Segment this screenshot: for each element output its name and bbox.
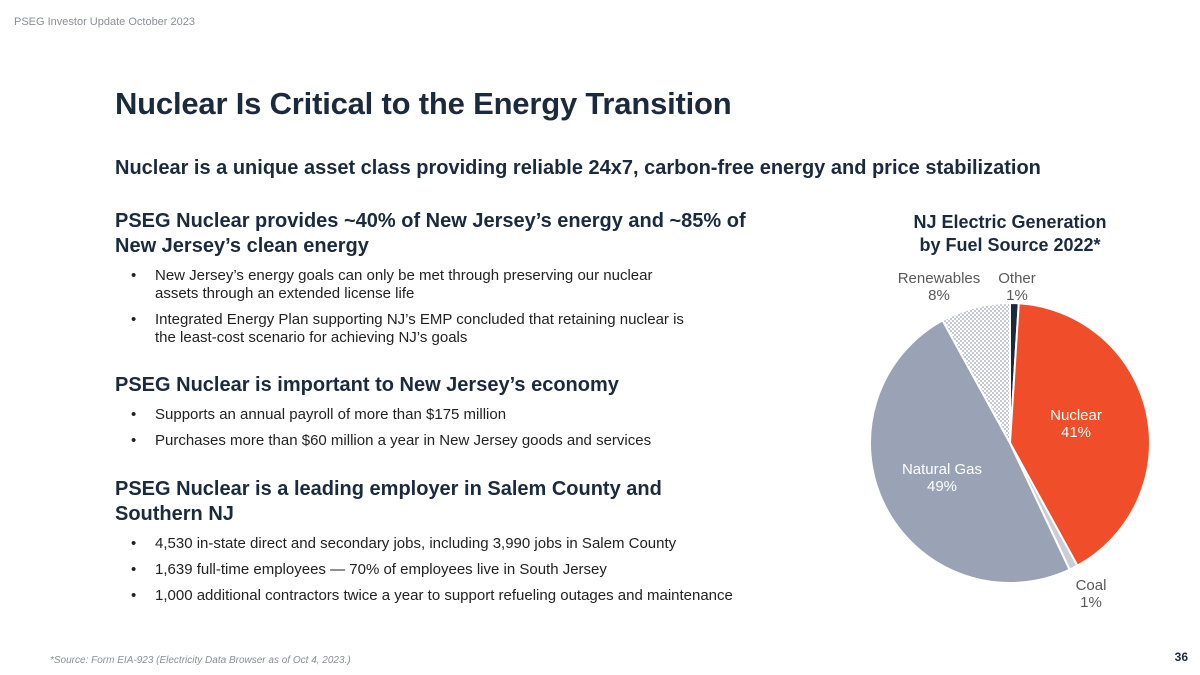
bullet-item: Supports an annual payroll of more than … xyxy=(115,406,755,424)
page-subtitle: Nuclear is a unique asset class providin… xyxy=(115,157,1041,179)
chart-title: NJ Electric Generation by Fuel Source 20… xyxy=(850,211,1170,257)
section-heading: PSEG Nuclear is important to New Jersey’… xyxy=(115,374,619,396)
slice-label: Coal xyxy=(1076,577,1107,594)
bullet-item: 4,530 in-state direct and secondary jobs… xyxy=(115,535,755,553)
section-economy: PSEG Nuclear is important to New Jersey’… xyxy=(115,373,755,458)
slice-label: Other xyxy=(998,270,1036,287)
slice-value-label: 8% xyxy=(928,287,950,304)
slice-label: Nuclear xyxy=(1050,407,1102,424)
slice-label: Natural Gas xyxy=(902,461,982,478)
bullet-item: Purchases more than $60 million a year i… xyxy=(115,432,755,450)
slice-value-label: 1% xyxy=(1080,594,1102,611)
chart-title-line: NJ Electric Generation xyxy=(913,212,1107,232)
section-heading: PSEG Nuclear provides ~40% of New Jersey… xyxy=(115,209,755,259)
bullet-item: New Jersey’s energy goals can only be me… xyxy=(115,267,695,303)
page-title: Nuclear Is Critical to the Energy Transi… xyxy=(115,86,732,121)
chart-title-line: by Fuel Source 2022* xyxy=(919,235,1101,255)
slice-label: Renewables xyxy=(898,270,981,287)
slice-value-label: 41% xyxy=(1061,424,1091,441)
slice-value-label: 49% xyxy=(927,478,957,495)
pie-slice-nuclear xyxy=(1008,302,1151,568)
bullet-item: 1,000 additional contractors twice a yea… xyxy=(115,587,755,605)
section-employer: PSEG Nuclear is a leading employer in Sa… xyxy=(115,477,755,613)
page-number: 36 xyxy=(1174,650,1188,664)
bullet-item: Integrated Energy Plan supporting NJ’s E… xyxy=(115,311,695,347)
header-note: PSEG Investor Update October 2023 xyxy=(14,16,195,28)
section-heading: PSEG Nuclear is a leading employer in Sa… xyxy=(115,478,662,525)
heading-line: New Jersey’s clean energy xyxy=(115,235,369,257)
bullet-item: 1,639 full-time employees — 70% of emplo… xyxy=(115,561,755,579)
heading-line: PSEG Nuclear provides ~40% of New Jersey… xyxy=(115,210,746,232)
slice-value-label: 1% xyxy=(1006,287,1028,304)
pie-slice-renewables xyxy=(941,301,1011,444)
pie-slice-natural-gas xyxy=(869,318,1071,584)
footnote: *Source: Form EIA-923 (Electricity Data … xyxy=(50,655,351,666)
section-energy-share: PSEG Nuclear provides ~40% of New Jersey… xyxy=(115,209,755,355)
